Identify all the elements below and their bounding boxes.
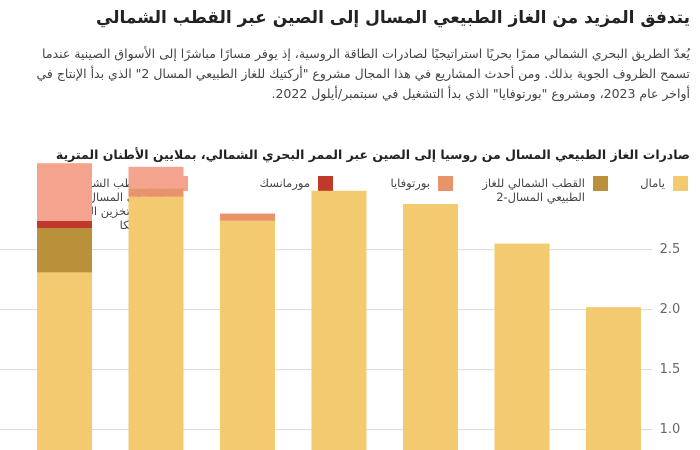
bar-segment	[586, 307, 641, 450]
legend-label: القطب الشمالي للغاز الطبيعي المسال-2	[482, 176, 585, 204]
bar-segment	[128, 196, 184, 450]
legend-swatch	[593, 176, 608, 191]
y-tick-label: 1.0	[660, 422, 681, 437]
legend-item: القطب الشمالي للغاز الطبيعي المسال-2	[458, 176, 608, 204]
legend-item: بورتوفايا	[343, 176, 453, 191]
bar-segment	[128, 166, 184, 189]
legend-swatch	[318, 176, 333, 191]
bar-segment	[37, 228, 92, 273]
legend-label: يامال	[640, 176, 665, 190]
bar-segment	[311, 190, 367, 450]
y-tick-label: 2.0	[660, 302, 681, 317]
bar-segment	[37, 220, 92, 228]
bar-segment	[37, 163, 92, 221]
bar-segment	[403, 204, 458, 450]
bar-segment	[128, 188, 184, 197]
subtitle: يُعدّ الطريق البحري الشمالي ممرًا بحريًا…	[36, 46, 691, 101]
legend-swatch	[438, 176, 453, 191]
legend-swatch	[673, 176, 688, 191]
legend-label: مورمانسك	[259, 176, 310, 190]
legend-label: بورتوفايا	[390, 176, 430, 190]
chart-title: صادرات الغاز الطبيعي المسال من روسيا إلى…	[55, 147, 690, 162]
y-tick-label: 2.5	[660, 242, 681, 257]
bar-segment	[220, 220, 275, 450]
bar-segment	[494, 243, 550, 450]
legend-item: يامال	[612, 176, 688, 191]
bar-segment	[37, 272, 92, 450]
y-tick-label: 1.5	[660, 362, 681, 377]
bar-segment	[220, 213, 275, 221]
legend-item: مورمانسك	[223, 176, 333, 191]
title: يتدفق المزيد من الغاز الطبيعي المسال إلى…	[95, 8, 690, 28]
